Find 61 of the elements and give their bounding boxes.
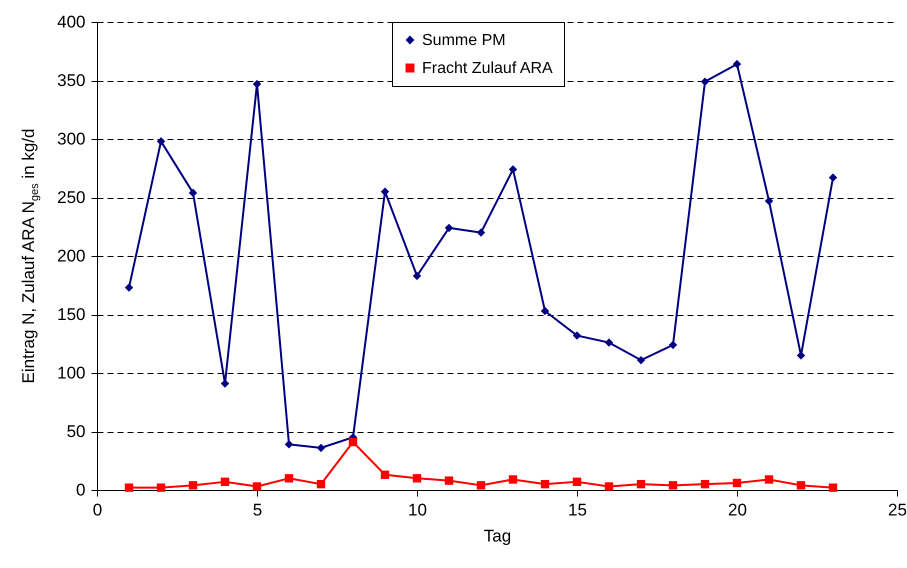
point	[828, 173, 838, 182]
x-axis-title: Tag	[484, 526, 512, 546]
point	[540, 306, 550, 316]
point	[380, 187, 390, 196]
point	[156, 483, 166, 492]
x-tick-label: 0	[92, 500, 102, 520]
y-tick-label: 150	[57, 305, 86, 324]
point	[764, 475, 774, 484]
point	[444, 476, 454, 485]
y-tick-label: 0	[76, 480, 86, 500]
x-tick-label: 20	[728, 500, 747, 520]
point	[316, 444, 326, 452]
x-tick-label: 5	[252, 500, 262, 520]
point	[124, 483, 134, 492]
point	[252, 482, 262, 491]
point	[636, 480, 646, 488]
point	[796, 481, 806, 490]
point	[540, 480, 550, 488]
y-tick-label: 100	[57, 364, 86, 382]
point	[508, 165, 518, 174]
point	[700, 77, 710, 86]
point	[380, 470, 390, 479]
point	[316, 480, 326, 488]
point	[124, 283, 134, 292]
point	[604, 482, 614, 491]
point	[412, 474, 422, 482]
point	[508, 475, 518, 484]
point	[156, 137, 166, 146]
point	[828, 483, 838, 492]
point	[444, 224, 454, 232]
legend-label: Summe PM	[422, 32, 506, 49]
x-tick-label: 15	[568, 500, 587, 520]
point	[188, 188, 198, 198]
x-tick-label: 10	[408, 500, 427, 520]
y-tick-label: 250	[57, 188, 86, 207]
y-tick-label: 300	[57, 130, 86, 148]
y-tick-label: 350	[57, 71, 86, 90]
point	[476, 481, 486, 490]
point	[188, 481, 198, 490]
point	[604, 338, 614, 347]
y-tick-label: 200	[57, 246, 86, 266]
point	[668, 340, 678, 350]
point	[668, 481, 678, 490]
legend-label: Fracht Zulauf ARA	[422, 60, 554, 77]
point	[284, 474, 294, 482]
y-tick-label: 50	[66, 422, 86, 441]
y-tick-label: 400	[57, 12, 86, 32]
point	[764, 196, 774, 206]
point	[700, 480, 710, 488]
point	[220, 478, 230, 486]
point	[572, 331, 582, 340]
point	[412, 272, 422, 280]
x-tick-label: 25	[888, 500, 907, 520]
point	[348, 438, 358, 446]
point	[636, 356, 646, 364]
point	[284, 440, 294, 449]
point	[252, 80, 262, 88]
point	[476, 228, 486, 237]
point	[572, 478, 582, 486]
point	[732, 60, 742, 68]
point	[732, 478, 742, 488]
